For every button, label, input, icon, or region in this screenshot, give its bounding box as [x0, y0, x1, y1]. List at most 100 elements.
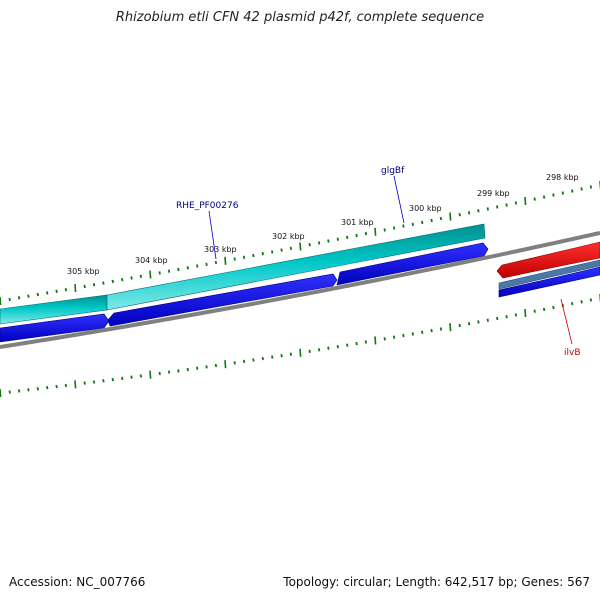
tick-label-298: 298 kbp: [546, 173, 579, 182]
inner-minor-tick: [514, 313, 518, 317]
inner-minor-tick: [92, 380, 96, 384]
outer-minor-tick: [233, 257, 236, 261]
inner-minor-tick: [533, 309, 536, 313]
gene-label-rhe-pf00276[interactable]: RHE_PF00276: [176, 201, 239, 211]
inner-minor-tick: [55, 384, 58, 389]
outer-minor-tick: [8, 297, 11, 302]
feature-red-ilvB[interactable]: [496, 241, 600, 279]
outer-major-tick: [149, 270, 152, 279]
cds-blue-3[interactable]: [336, 242, 489, 286]
inner-major-tick: [449, 323, 452, 332]
outer-minor-tick: [467, 211, 471, 215]
outer-minor-tick: [289, 246, 293, 250]
inner-minor-tick: [27, 388, 30, 392]
inner-minor-tick: [130, 375, 133, 379]
cds-blue-2[interactable]: [107, 273, 338, 327]
outer-minor-tick: [102, 281, 105, 285]
inner-minor-tick: [196, 366, 199, 370]
inner-minor-tick: [214, 363, 218, 368]
inner-major-tick: [374, 336, 377, 345]
inner-minor-tick: [327, 346, 330, 350]
inner-minor-tick: [439, 327, 443, 331]
inner-minor-tick: [205, 365, 208, 369]
outer-minor-tick: [364, 231, 368, 236]
inner-minor-tick: [571, 302, 574, 306]
outer-minor-tick: [392, 226, 396, 230]
outer-minor-tick: [355, 233, 358, 238]
inner-minor-tick: [383, 337, 386, 341]
inner-major-tick: [74, 380, 77, 389]
outer-minor-tick: [542, 195, 546, 199]
gene-label-glgBf[interactable]: glgBf: [381, 166, 405, 176]
inner-minor-tick: [289, 352, 293, 356]
outer-minor-tick: [308, 243, 311, 247]
feature-steel[interactable]: [498, 259, 600, 290]
outer-minor-tick: [430, 218, 433, 223]
outer-minor-tick: [486, 207, 489, 211]
tick-label-305: 305 kbp: [67, 267, 100, 276]
outer-minor-tick: [421, 220, 424, 225]
outer-minor-tick: [580, 187, 583, 191]
inner-minor-tick: [167, 370, 171, 374]
outer-minor-tick: [327, 239, 330, 243]
outer-minor-tick: [271, 250, 274, 254]
outer-major-tick: [524, 196, 527, 206]
outer-minor-tick: [186, 266, 189, 270]
outer-minor-tick: [36, 292, 39, 297]
outer-minor-tick: [83, 284, 86, 289]
inner-major-tick: [0, 388, 2, 398]
inner-minor-tick: [496, 316, 499, 321]
cds-cyan-2[interactable]: [106, 223, 486, 311]
outer-minor-tick: [130, 276, 133, 280]
outer-minor-tick: [402, 224, 405, 228]
tick-label-304: 304 kbp: [135, 256, 168, 265]
outer-minor-tick: [196, 264, 199, 268]
inner-minor-tick: [280, 354, 283, 358]
outer-minor-tick: [167, 269, 171, 273]
gene-label-ilvB[interactable]: ilvB: [564, 348, 581, 358]
outer-minor-tick: [27, 294, 30, 298]
cds-blue-1[interactable]: [0, 313, 110, 343]
glgBf-leader: [393, 175, 405, 224]
rhe-leader: [208, 210, 217, 260]
outer-major-tick: [74, 283, 77, 293]
inner-minor-tick: [233, 361, 236, 365]
inner-minor-tick: [421, 330, 424, 334]
outer-minor-tick: [177, 267, 180, 272]
inner-minor-tick: [139, 374, 143, 378]
outer-minor-tick: [505, 203, 508, 207]
inner-minor-tick: [411, 332, 414, 336]
outer-minor-tick: [439, 216, 443, 221]
cds-track-minus: [0, 242, 489, 343]
inner-minor-tick: [8, 390, 11, 394]
tick-label-299: 299 kbp: [477, 189, 510, 198]
map-title: Rhizobium etli CFN 42 plasmid p42f, comp…: [115, 10, 485, 25]
inner-minor-tick: [252, 358, 255, 362]
outer-minor-tick: [317, 241, 321, 245]
inner-minor-tick: [430, 328, 433, 333]
topology-summary: Topology: circular; Length: 642,517 bp; …: [283, 575, 590, 589]
tick-label-301: 301 kbp: [341, 218, 374, 227]
inner-major-tick: [299, 348, 302, 357]
inner-minor-tick: [355, 341, 358, 346]
inner-minor-tick: [83, 381, 86, 385]
outer-minor-tick: [561, 191, 564, 195]
inner-major-tick: [524, 308, 527, 318]
inner-major-tick: [224, 360, 227, 369]
inner-minor-tick: [308, 349, 311, 353]
outer-scale-ticks: [0, 181, 600, 306]
cds-track-plus: [0, 223, 486, 325]
inner-minor-tick: [346, 343, 349, 347]
outer-major-tick: [374, 227, 377, 236]
outer-major-tick: [449, 212, 452, 221]
inner-minor-tick: [477, 320, 480, 324]
inner-minor-tick: [486, 318, 489, 322]
inner-minor-tick: [261, 356, 264, 361]
outer-minor-tick: [552, 193, 555, 197]
feature-blue-right[interactable]: [498, 266, 600, 298]
right-features: [496, 241, 600, 298]
inner-minor-tick: [177, 369, 180, 373]
outer-minor-tick: [214, 260, 218, 265]
outer-minor-tick: [205, 262, 208, 266]
